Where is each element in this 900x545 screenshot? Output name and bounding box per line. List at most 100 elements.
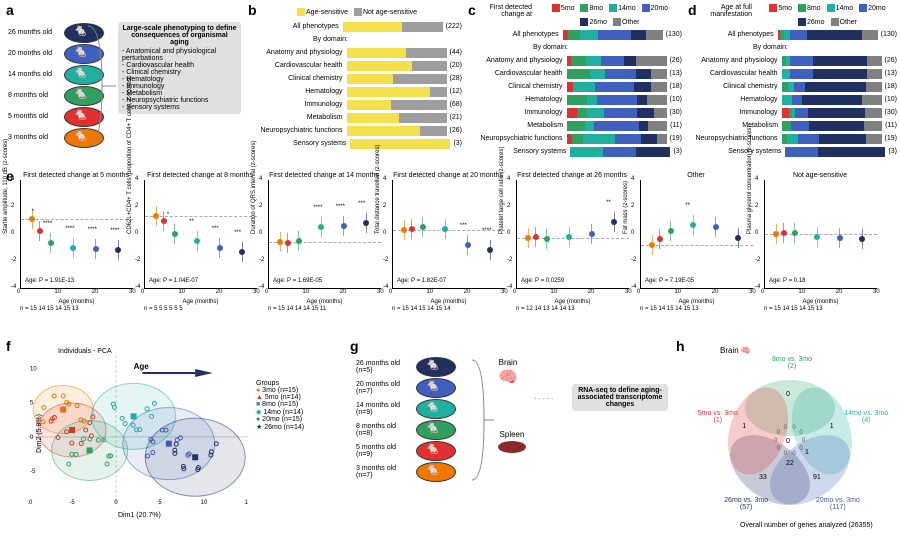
row-count: (3) xyxy=(453,140,462,147)
mouse-icon xyxy=(416,378,456,398)
venn-count: 33 xyxy=(759,474,767,481)
p-value: Age: P = 0.0259 xyxy=(521,278,564,284)
x-label: Age (months) xyxy=(20,299,133,305)
panel-c-legend: 5mo8mo14mo20mo26moOther xyxy=(538,4,682,26)
row-count: (28) xyxy=(450,75,462,82)
mini-title: First detected change at 14 months xyxy=(268,172,380,179)
x-label: Age (months) xyxy=(516,299,629,305)
row-label: Cardiovascular health xyxy=(692,70,782,77)
panel-d-legend: 5mo8mo14mo20mo26moOther xyxy=(758,4,897,26)
mini-chart: -4-2024*******0102030Age: P = 1.82E-07To… xyxy=(392,180,505,289)
bar-row: Clinical chemistry (18) xyxy=(692,80,897,93)
stacked-bar: (26) xyxy=(782,56,897,66)
bar-row: Neuropsychiatric functions (19) xyxy=(692,132,897,145)
row-label: Metabolism xyxy=(692,122,782,129)
age-row: 14 months old(n=9) xyxy=(356,398,456,419)
row-count: (10) xyxy=(670,96,682,103)
venn-set-label: 8mo vs. 3mo(2) xyxy=(760,356,824,370)
row-label: Anatomy and physiology xyxy=(472,57,567,64)
mini-chart-wrap: First detected change at 26 months-4-202… xyxy=(516,172,629,312)
n-label: n = 15 14 15 14 15 13 xyxy=(20,306,133,312)
legend-item: 8mo xyxy=(580,4,603,12)
x-label: Age (months) xyxy=(640,299,753,305)
mini-chart-wrap: Not age-sensitive-4-20240102030Age: P = … xyxy=(764,172,877,312)
bar-row: Sensory systems (3) xyxy=(252,137,462,150)
tissue-brain: Brain 🧠 xyxy=(498,358,518,387)
pca-xlabel: Dim1 (20.7%) xyxy=(118,512,161,519)
stacked-bar: (28) xyxy=(347,74,462,84)
row-label: Clinical chemistry xyxy=(252,75,347,82)
row-label: Cardiovascular health xyxy=(472,70,567,77)
svg-text:-5: -5 xyxy=(30,469,36,475)
row-count: (68) xyxy=(450,101,462,108)
n-label: n = 5 5 5 5 5 5 xyxy=(144,306,257,312)
row-count: (26) xyxy=(670,57,682,64)
legend-item: 26mo xyxy=(580,18,607,26)
row-count: (21) xyxy=(450,114,462,121)
row-count: (19) xyxy=(885,135,897,142)
row-label: All phenotypes xyxy=(692,31,778,38)
legend-item: 26mo xyxy=(798,18,825,26)
pca-legend-title: Groups xyxy=(256,380,336,387)
venn-set-label: 26mo vs. 3mo(57) xyxy=(714,497,778,511)
tissue-spleen: Spleen xyxy=(498,430,526,455)
venn-set-label: 14mo vs. 3mo(4) xyxy=(834,410,898,424)
bar-row: Hematology (12) xyxy=(252,85,462,98)
age-label: 26 months old xyxy=(8,29,60,36)
venn-count: 0 xyxy=(792,425,795,431)
row-label: Immunology xyxy=(692,109,782,116)
age-label: 3 months old xyxy=(8,134,60,141)
bar-row: Neuropsychiatric functions (19) xyxy=(472,132,682,145)
mini-title: First detected change at 20 months xyxy=(392,172,504,179)
panel-c: First detected change at 5mo8mo14mo20mo2… xyxy=(472,4,682,158)
panel-g-box: RNA-seq to define aging-associated trans… xyxy=(572,384,668,411)
bar-row: Cardiovascular health (13) xyxy=(472,67,682,80)
stacked-bar: (44) xyxy=(347,48,462,58)
mouse-icon xyxy=(416,357,456,377)
row-count: (3) xyxy=(888,148,897,155)
stacked-bar: (222) xyxy=(343,22,462,32)
stacked-bar: (130) xyxy=(778,30,897,40)
legend-item: ◆ 14mo (n=14) xyxy=(256,408,336,416)
bar-row: Anatomy and physiology (44) xyxy=(252,46,462,59)
age-row: 3 months old(n=7) xyxy=(356,461,456,482)
panel-f: Individuals - PCA -10-5051015-50510Age D… xyxy=(28,348,248,507)
svg-text:15: 15 xyxy=(245,500,248,505)
n-label: n = 15 14 14 14 15 11 xyxy=(268,306,381,312)
row-label: Neuropsychiatric functions xyxy=(692,135,782,142)
stacked-bar: (68) xyxy=(347,100,462,110)
mini-chart: -4-2024***********0102030Age: P = 1.69E-… xyxy=(268,180,381,289)
legend-item: 8mo xyxy=(798,4,821,12)
panel-a-bracket xyxy=(86,22,118,150)
bullet: - Anatomical and physiological perturbat… xyxy=(122,48,237,62)
n-label: n = 12 14 13 14 14 13 xyxy=(516,306,629,312)
panel-d: Age at full manifestation 5mo8mo14mo20mo… xyxy=(692,4,897,158)
stacked-bar: (10) xyxy=(782,95,897,105)
row-count: (13) xyxy=(670,70,682,77)
mini-title: First detected change at 26 months xyxy=(516,172,628,179)
venn-count: 0 xyxy=(802,438,805,444)
stacked-bar: (130) xyxy=(563,30,682,40)
bullet: - Neuropsychiatric functions xyxy=(122,97,237,104)
panel-h-label: h xyxy=(676,338,685,354)
venn-count: 0 xyxy=(777,430,780,436)
venn-count: 91 xyxy=(813,474,821,481)
pca-ylabel: Dim2 (5.8%) xyxy=(36,414,43,453)
age-label: 14 months old xyxy=(8,71,60,78)
venn-count: 0 xyxy=(792,451,795,457)
legend-item: ■ 8mo (n=15) xyxy=(256,401,336,408)
panel-f-label: f xyxy=(6,338,11,354)
mini-title: Not age-sensitive xyxy=(764,172,876,179)
venn-set-label: 20mo vs. 3mo(117) xyxy=(806,497,870,511)
stacked-bar: (26) xyxy=(567,56,682,66)
legend-item: 14mo xyxy=(827,4,854,12)
venn-footer: Overall number of genes analyzed (26355) xyxy=(740,522,873,529)
mouse-icon xyxy=(416,420,456,440)
stacked-bar: (21) xyxy=(347,113,462,123)
row-label: Clinical chemistry xyxy=(472,83,567,90)
legend-item: 5mo xyxy=(769,4,792,12)
row-label: Hematology xyxy=(692,96,782,103)
svg-text:0: 0 xyxy=(30,435,34,441)
p-value: Age: P = 7.19E-05 xyxy=(645,278,694,284)
age-label: 20 months old xyxy=(8,50,60,57)
